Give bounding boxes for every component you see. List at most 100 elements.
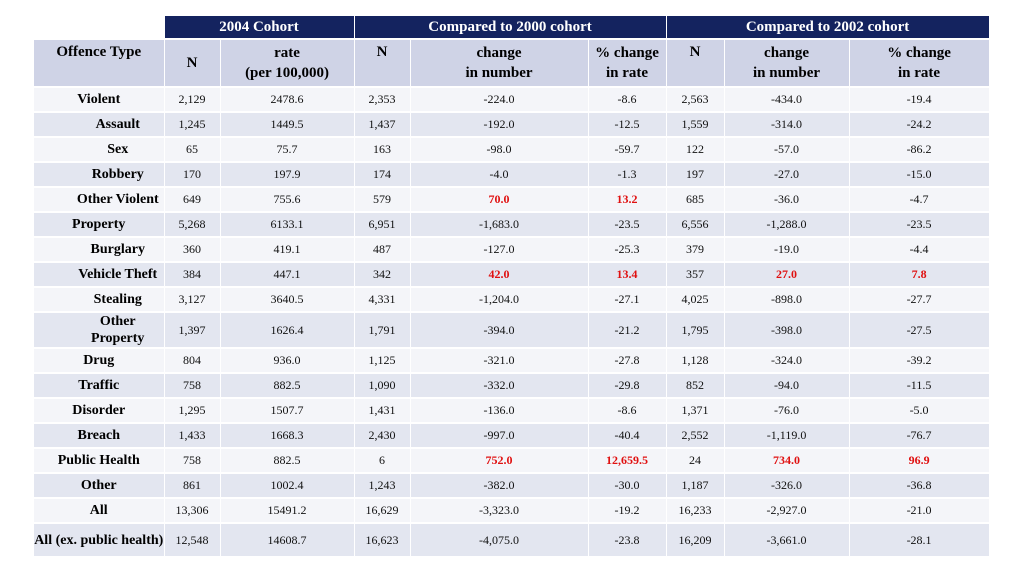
table-cell: 755.6 — [220, 187, 355, 213]
table-cell: 2,430 — [354, 423, 411, 449]
table-cell: -224.0 — [410, 87, 589, 113]
table-cell: 16,623 — [354, 523, 411, 558]
table-cell: -25.3 — [588, 237, 667, 263]
table-cell: 6,556 — [666, 212, 725, 238]
table-cell: 6133.1 — [220, 212, 355, 238]
table-cell: -21.2 — [588, 312, 667, 349]
table-row: All (ex. public health) 12,548 14608.7 16,6… — [34, 523, 990, 558]
table-cell: -27.8 — [588, 348, 667, 374]
table-row: Vehicle Theft 384 447.1 342 42.0 13.4 357 27.0 7… — [34, 262, 990, 288]
table-cell: -5.0 — [849, 398, 990, 424]
table-cell: -19.0 — [724, 237, 850, 263]
table-cell: 1449.5 — [220, 112, 355, 138]
table-cell: 96.9 — [849, 448, 990, 474]
table-cell: 24 — [666, 448, 725, 474]
table-cell: 1,245 — [164, 112, 221, 138]
table-cell: -59.7 — [588, 137, 667, 163]
table-row: Breach 1,433 1668.3 2,430 -997.0 -40.4 2,552 -1… — [34, 423, 990, 449]
row-label: Assault — [34, 112, 165, 138]
table-cell: 861 — [164, 473, 221, 499]
table-cell: -326.0 — [724, 473, 850, 499]
table-cell: 379 — [666, 237, 725, 263]
table-cell: 1,795 — [666, 312, 725, 349]
table-cell: 649 — [164, 187, 221, 213]
table-row: Other 861 1002.4 1,243 -382.0 -30.0 1,187 -326.… — [34, 473, 990, 499]
table-cell: 1002.4 — [220, 473, 355, 499]
table-cell: -4,075.0 — [410, 523, 589, 558]
table-cell: 342 — [354, 262, 411, 288]
table-cell: -8.6 — [588, 398, 667, 424]
table-cell: -57.0 — [724, 137, 850, 163]
table-cell: 804 — [164, 348, 221, 374]
table-cell: 122 — [666, 137, 725, 163]
table-cell: -2,927.0 — [724, 498, 850, 524]
table-cell: 14608.7 — [220, 523, 355, 558]
table-cell: 2478.6 — [220, 87, 355, 113]
table-cell: 3,127 — [164, 287, 221, 313]
table-cell: -36.0 — [724, 187, 850, 213]
table-cell: -1,683.0 — [410, 212, 589, 238]
table-cell: 6 — [354, 448, 411, 474]
table-row: Public Health 758 882.5 6 752.0 12,659.5 24 734… — [34, 448, 990, 474]
table-cell: -27.7 — [849, 287, 990, 313]
table-cell: 758 — [164, 448, 221, 474]
table-cell: 4,025 — [666, 287, 725, 313]
table-cell: 1,433 — [164, 423, 221, 449]
table-row: All 13,306 15491.2 16,629 -3,323.0 -19.2 16,23… — [34, 498, 990, 524]
col-header-n-2004: N — [164, 39, 221, 88]
table-cell: -3,323.0 — [410, 498, 589, 524]
table-cell: -15.0 — [849, 162, 990, 188]
table-cell: -997.0 — [410, 423, 589, 449]
table-cell: -94.0 — [724, 373, 850, 399]
table-cell: 852 — [666, 373, 725, 399]
row-label: Robbery — [34, 162, 165, 188]
table-cell: -24.2 — [849, 112, 990, 138]
table-cell: -29.8 — [588, 373, 667, 399]
table-cell: 170 — [164, 162, 221, 188]
table-cell: 447.1 — [220, 262, 355, 288]
table-cell: -8.6 — [588, 87, 667, 113]
table-cell: -21.0 — [849, 498, 990, 524]
table-cell: 15491.2 — [220, 498, 355, 524]
col-header-n-2000: N — [354, 39, 411, 88]
table-cell: 16,209 — [666, 523, 725, 558]
change-line1: change — [764, 45, 810, 61]
row-label: All — [34, 498, 165, 524]
change-line1: change — [476, 45, 522, 61]
table-row: Property 5,268 6133.1 6,951 -1,683.0 -23.5 6,5… — [34, 212, 990, 238]
table-cell: 882.5 — [220, 448, 355, 474]
row-label: Traffic — [34, 373, 165, 399]
table-cell: 5,268 — [164, 212, 221, 238]
table-cell: 1626.4 — [220, 312, 355, 349]
table-cell: -28.1 — [849, 523, 990, 558]
table-cell: -27.0 — [724, 162, 850, 188]
table-cell: -39.2 — [849, 348, 990, 374]
table-cell: 2,129 — [164, 87, 221, 113]
table-cell: -324.0 — [724, 348, 850, 374]
col-header-change-2002: change in number — [724, 39, 850, 88]
table-cell: 1,125 — [354, 348, 411, 374]
col-header-n-2002: N — [666, 39, 725, 88]
table-row: Traffic 758 882.5 1,090 -332.0 -29.8 852 -94.0-… — [34, 373, 990, 399]
table-cell: 6,951 — [354, 212, 411, 238]
table-cell: 3640.5 — [220, 287, 355, 313]
table-body: Violent 2,129 2478.6 2,353 -224.0 -8.6 2,563 -4… — [34, 87, 990, 558]
table-cell: 487 — [354, 237, 411, 263]
table-cell: 1,090 — [354, 373, 411, 399]
table-cell: -398.0 — [724, 312, 850, 349]
table-row: Burglary 360 419.1 487 -127.0 -25.3 379 -19.0 -4… — [34, 237, 990, 263]
table-row: Sex 65 75.7 163 -98.0 -59.7 122 -57.0 -86.2 — [34, 137, 990, 163]
table-cell: -23.8 — [588, 523, 667, 558]
rate-line1: rate — [274, 45, 300, 61]
row-label: Vehicle Theft — [34, 262, 165, 288]
col-header-offence-type: Offence Type — [34, 39, 165, 88]
table-cell: 758 — [164, 373, 221, 399]
table-cell: 16,233 — [666, 498, 725, 524]
table-cell: 65 — [164, 137, 221, 163]
table-cell: -898.0 — [724, 287, 850, 313]
table-cell: 70.0 — [410, 187, 589, 213]
table-cell: 27.0 — [724, 262, 850, 288]
table-cell: -19.2 — [588, 498, 667, 524]
table-cell: -30.0 — [588, 473, 667, 499]
offence-cohort-table: 2004 Cohort Compared to 2000 cohort Comp… — [34, 16, 990, 558]
